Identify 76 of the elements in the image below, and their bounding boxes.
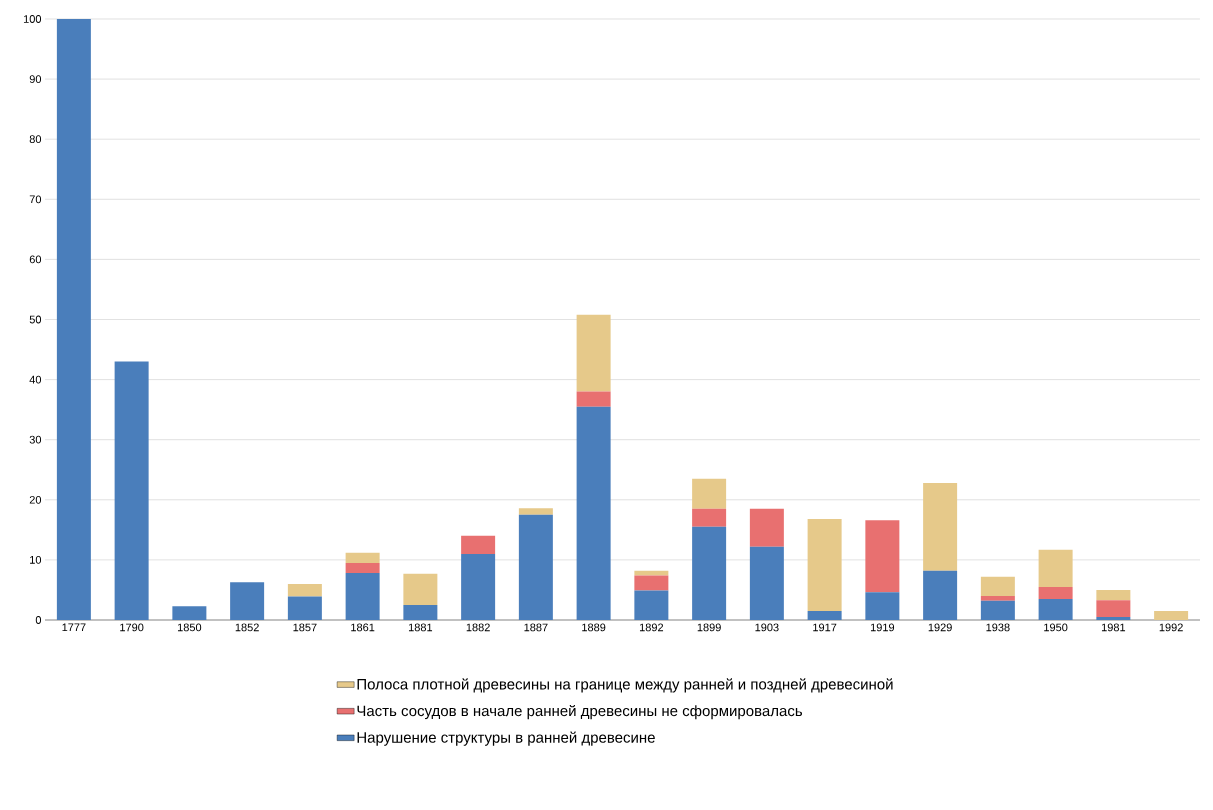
bar [345,552,380,563]
bar [865,520,900,593]
x-tick-label: 1938 [986,623,1010,632]
y-tick-label: 100 [23,15,42,23]
bar [634,590,669,620]
bar [576,314,611,392]
legend-label: Полоса плотной древесины на границе между ранней и поздней древесиной [357,678,893,693]
y-tick-label: 50 [29,315,42,324]
bar [1038,549,1073,587]
x-tick-label: 1929 [928,623,952,632]
bar [865,592,900,620]
y-tick-label: 60 [29,255,42,264]
bar [749,546,784,620]
x-tick-label: 1919 [870,623,895,632]
bar [56,18,91,620]
bar [980,576,1015,596]
x-tick-label: 1850 [177,623,202,632]
y-tick-label: 10 [30,556,42,564]
y-tick-label: 70 [29,195,42,204]
x-tick-label: 1892 [639,623,664,632]
x-tick-label: 1887 [524,623,548,632]
bar [1154,610,1189,620]
bar [1096,589,1131,601]
y-tick-label: 80 [29,135,42,144]
bar [634,575,669,591]
x-tick-label: 1777 [62,623,86,632]
bar [692,508,727,527]
x-tick-label: 1992 [1159,623,1183,632]
x-tick-label: 1903 [755,623,779,632]
bar [1096,616,1131,620]
bar [634,570,669,576]
bar [923,570,958,620]
bar [692,478,727,509]
bar [749,508,784,547]
bar [461,553,496,620]
y-tick-label: 0 [35,616,42,624]
x-tick-label: 1889 [582,623,606,632]
y-tick-label: 90 [29,75,42,83]
x-tick-label: 1950 [1044,623,1068,632]
bar [287,596,322,620]
bar [345,573,380,620]
bar [807,519,842,611]
bar [114,361,149,620]
y-tick-label: 40 [29,375,42,384]
bar [230,582,265,620]
x-tick-label: 1981 [1101,623,1126,632]
x-tick-label: 1881 [408,623,433,632]
y-tick-label: 20 [29,495,42,504]
bar [576,391,611,407]
bar [692,526,727,620]
legend-label: Нарушение структуры в ранней древесине [357,731,655,746]
x-tick-label: 1899 [697,623,721,632]
x-tick-label: 1790 [120,623,144,632]
bar [980,595,1015,601]
bar [980,600,1015,620]
bar [172,606,207,620]
bar [518,514,553,620]
bar [807,610,842,620]
x-tick-label: 1882 [466,623,490,632]
bar [1038,586,1073,599]
bar [518,508,553,515]
x-tick-label: 1857 [293,623,317,632]
y-tick-label: 30 [29,435,42,444]
bar [403,573,438,605]
x-tick-label: 1917 [813,623,837,632]
bar [923,482,958,571]
bar [576,406,611,620]
x-tick-label: 1852 [235,623,259,632]
legend-label: Часть сосудов в начале ранней древесины не сформировалась [357,704,803,720]
bar [1038,598,1073,620]
bar [345,562,380,574]
bar [461,535,496,554]
x-tick-label: 1861 [351,623,375,632]
bar [287,583,322,597]
bar [1096,600,1131,617]
bar [403,604,438,620]
